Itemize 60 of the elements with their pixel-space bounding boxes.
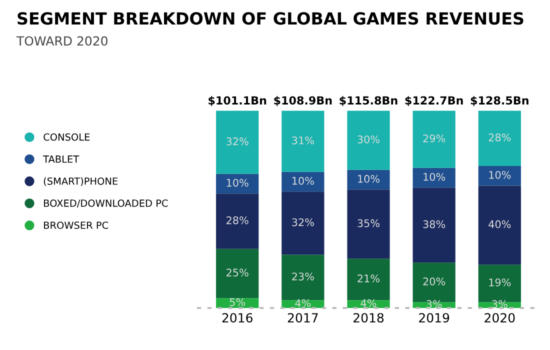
data-label: 28% [488, 133, 511, 142]
legend-label: BOXED/DOWNLOADED PC [44, 200, 168, 208]
bar [347, 110, 390, 170]
data-label: 3% [492, 300, 508, 308]
bar [216, 174, 259, 194]
data-label: 30% [358, 135, 380, 144]
bar [282, 110, 324, 172]
data-label: 23% [292, 272, 314, 280]
bar [216, 194, 259, 249]
x-tick-label: 2019 [419, 313, 450, 323]
data-label: 32% [292, 218, 314, 226]
data-label: 31% [292, 136, 314, 144]
legend-label: BROWSER PC [44, 222, 108, 229]
bar [478, 186, 521, 265]
bar [347, 190, 390, 259]
data-label: 19% [489, 278, 511, 286]
x-tick-label: 2017 [288, 313, 318, 323]
x-tick-label: 2018 [354, 313, 384, 323]
data-label: 5% [230, 298, 246, 306]
text: $101.1Bn [208, 96, 266, 106]
data-label: 38% [423, 220, 446, 228]
data-label: 40% [488, 220, 511, 228]
data-label: 4% [295, 299, 311, 308]
data-label: 20% [423, 278, 446, 286]
bar [347, 258, 390, 300]
bar [412, 110, 456, 168]
text: $128.5Bn [470, 96, 528, 106]
bar [282, 172, 324, 192]
data-label: 25% [226, 268, 248, 276]
data-label: 10% [292, 176, 314, 185]
x-tick-label: 2016 [222, 313, 252, 323]
legend-label: TABLET [43, 156, 80, 163]
bar [282, 254, 324, 300]
bar [478, 166, 521, 186]
bar [282, 192, 324, 255]
bar [216, 110, 259, 174]
legend-label: CONSOLE [44, 133, 90, 141]
bar [347, 170, 390, 190]
chart-title: SEGMENT BREAKDOWN OF GLOBAL GAMES REVENUES [18, 12, 524, 25]
data-label: 10% [424, 172, 446, 181]
data-label: 29% [423, 134, 446, 142]
text: TOWARD 2020 [16, 36, 108, 46]
data-label: 32% [226, 137, 248, 146]
data-label: 3% [426, 300, 442, 308]
data-label: 35% [358, 219, 380, 228]
data-label: 10% [489, 170, 511, 179]
bar [478, 110, 521, 166]
text: $108.9Bn [274, 96, 332, 106]
data-label: 28% [226, 216, 248, 224]
x-tick-label: 2020 [484, 313, 515, 323]
data-label: 21% [358, 274, 380, 282]
bar [216, 248, 259, 298]
data-label: 10% [358, 174, 380, 183]
legend-label: (SMART)PHONE [44, 177, 118, 186]
bar [412, 168, 456, 188]
data-label: 10% [226, 178, 248, 187]
bar [412, 188, 456, 263]
data-label: 4% [360, 299, 376, 308]
text: $115.8Bn [340, 96, 398, 106]
text: $122.7Bn [405, 96, 463, 106]
